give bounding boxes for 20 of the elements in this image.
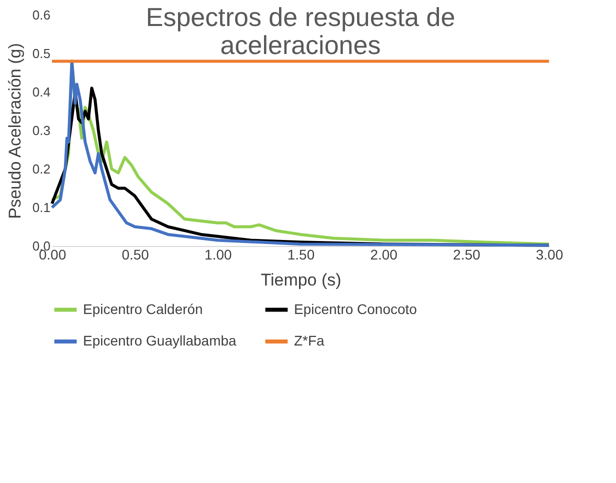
y-tick-label: 0.5 [32, 46, 50, 61]
x-tick-label: 2.00 [370, 246, 398, 262]
y-tick-label: 0.4 [32, 84, 50, 100]
legend-label: Z*Fa [294, 332, 325, 348]
y-tick-label: 0.1 [32, 200, 50, 215]
legend-label: Epicentro Guayllabamba [83, 332, 237, 348]
legend-label: Epicentro Calderón [83, 300, 203, 317]
x-tick-label: 0.50 [122, 246, 150, 262]
x-tick-label: 1.50 [287, 246, 315, 262]
legend-label: Epicentro Conocoto [294, 300, 418, 317]
text: aceleraciones [220, 30, 381, 60]
text: Espectros de respuesta de [146, 2, 456, 32]
x-tick-label: 3.00 [536, 246, 564, 262]
x-tick-label: 2.50 [453, 246, 481, 262]
y-axis-title: Pseudo Aceleración (g) [5, 43, 24, 219]
x-axis-title: Tiempo (s) [260, 270, 342, 290]
y-tick-label: 0.2 [32, 162, 50, 176]
y-tick-label: 0.3 [32, 123, 50, 138]
x-tick-label: 1.00 [204, 246, 232, 262]
y-tick-label: 0.6 [32, 8, 50, 22]
